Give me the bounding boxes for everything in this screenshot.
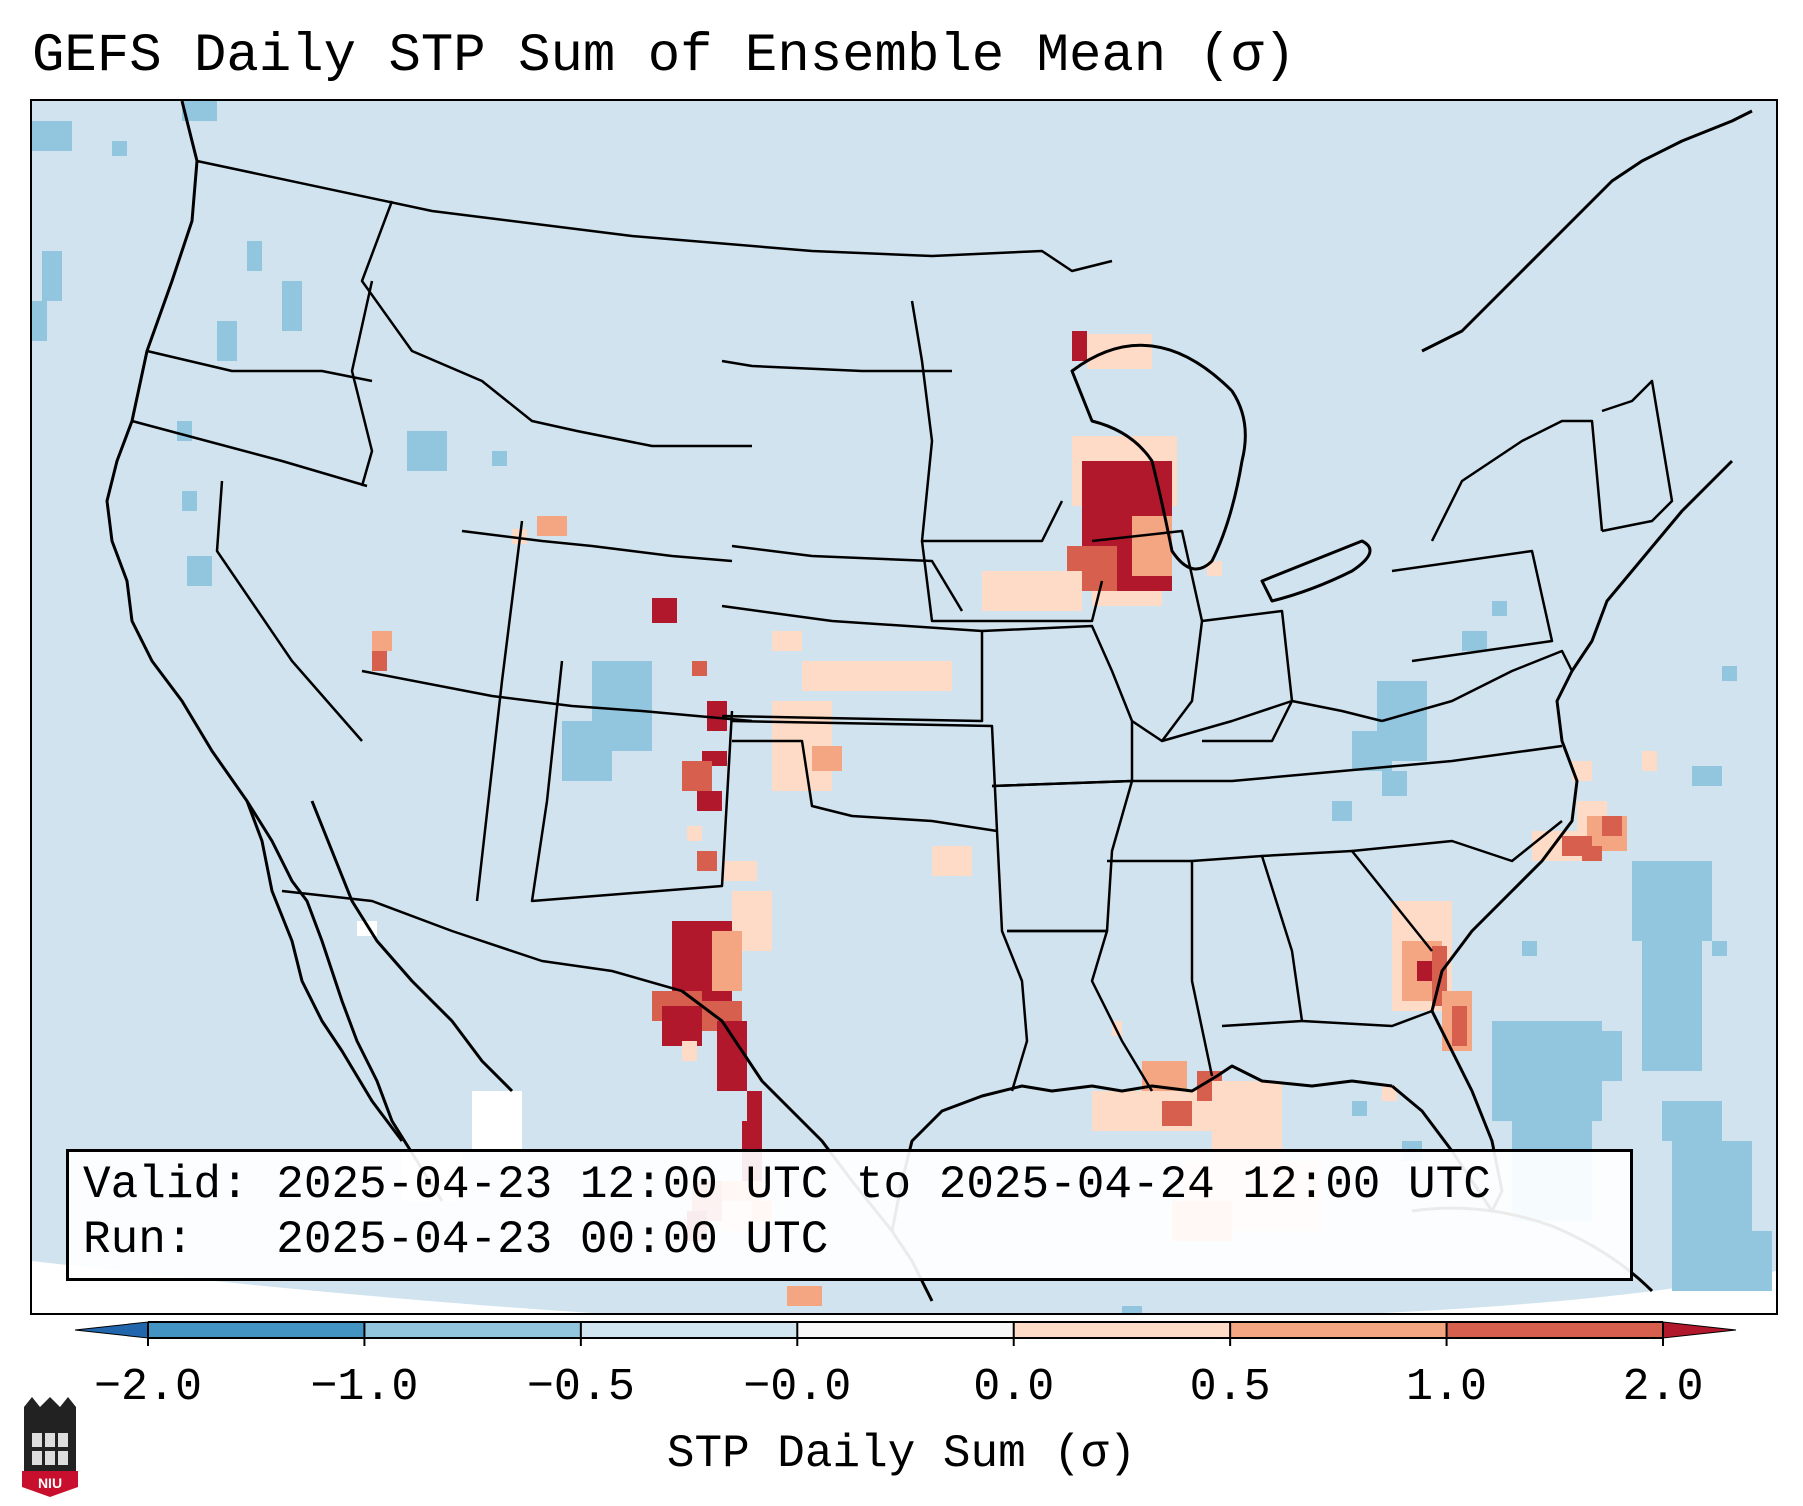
nm-tx-border [530,660,734,903]
anomaly-cell [787,1286,822,1306]
kentucky-tennessee-border [1132,744,1563,783]
colorbar-bin [797,1322,1015,1338]
colorbar-label: STP Daily Sum (σ) [666,1428,1137,1480]
lake-erie-outline [1260,539,1372,603]
state-borders [131,159,1674,1092]
ut-az-border [361,669,753,723]
texas-east-border [995,830,1029,1092]
id-mt-border [350,280,374,487]
valid-time-text: Valid: 2025-04-23 12:00 UTC to 2025-04-2… [83,1159,1491,1211]
new-york-border [1430,419,1604,542]
ca-nv-border [215,480,363,742]
georgia-border [1261,849,1433,952]
map-panel [30,99,1778,1315]
anomaly-cluster-atlantic [1532,751,1657,861]
colorbar-tick-label: −2.0 [93,1362,203,1413]
kentucky-north-border [1161,699,1383,743]
colorbar-tick-label: 0.5 [1189,1362,1271,1413]
mexico-border [281,889,683,993]
texas-coastline [890,1064,1393,1232]
virginia-border [1381,649,1574,723]
illinois-border [1091,529,1204,743]
nd-sd-border [721,359,952,373]
colorbar [74,1321,1737,1346]
gulf-of-california-coastline [310,800,514,1093]
no-data-patch [472,1091,522,1151]
mississippi-border [1107,859,1214,1077]
alabama-border [1191,854,1304,1028]
missouri-border [981,624,1134,788]
anomaly-cluster-wisconsin [982,331,1222,611]
az-nm-border [475,520,524,902]
mt-wy-border [360,200,752,448]
wy-co-border [461,529,733,563]
colorbar-extend-min [74,1321,149,1339]
louisiana-border [1007,929,1154,1092]
colorbar-bin [148,1322,365,1338]
no-data-region-se [1382,1271,1776,1313]
colorbar-bins [148,1322,1664,1338]
colorbar-bin [580,1322,798,1338]
colorbar-tick-label: −1.0 [310,1362,419,1413]
pennsylvania-border [1391,549,1554,663]
arkansas-border [991,779,1134,933]
new-england-borders [1601,379,1674,533]
valid-time-box: Valid: 2025-04-23 12:00 UTC to 2025-04-2… [66,1149,1633,1281]
colorbar-bin [364,1322,582,1338]
run-time-text: Run: 2025-04-23 00:00 UTC [83,1214,829,1266]
anomaly-cluster-southeast [1392,901,1472,1051]
us-canada-border [196,159,1113,273]
iowa-border [920,540,1104,623]
colorbar-tick-label: 1.0 [1406,1362,1488,1413]
baja-coastline [245,800,404,1142]
colorbar-tick-label: −0.5 [526,1362,635,1413]
colorbar-bin [1013,1322,1231,1338]
colorbar-extend-max [1662,1321,1737,1339]
niu-logo-text: NIU [38,1475,62,1491]
or-ca-border [131,419,368,488]
conus-map [32,101,1776,1313]
colorbar-tick-label: 0.0 [973,1362,1055,1413]
nebraska-border [731,544,964,612]
florida-border [1301,1009,1433,1028]
east-coastline [1430,459,1734,1012]
great-lakes-outline [1070,343,1247,571]
colorbar-bin [1230,1322,1448,1338]
niu-logo-icon: NIU [22,1397,78,1497]
page-title: GEFS Daily STP Sum of Ensemble Mean (σ) [32,26,1296,87]
wa-or-border [146,349,373,383]
colorbar-ticks [147,1322,1664,1346]
indiana-ohio-border [1201,609,1294,743]
anomaly-cluster-plains [372,516,972,876]
oklahoma-border [731,719,999,833]
west-coastline [105,101,444,1202]
colorbar-bin [1446,1322,1664,1338]
no-data-region-sw [32,1261,592,1313]
colorbar-tick-label: 2.0 [1622,1362,1704,1413]
carolina-border [1351,820,1563,863]
minnesota-border [910,300,1064,543]
colorbar-tick-label: −0.0 [743,1362,852,1413]
canada-coastline [1421,109,1753,353]
